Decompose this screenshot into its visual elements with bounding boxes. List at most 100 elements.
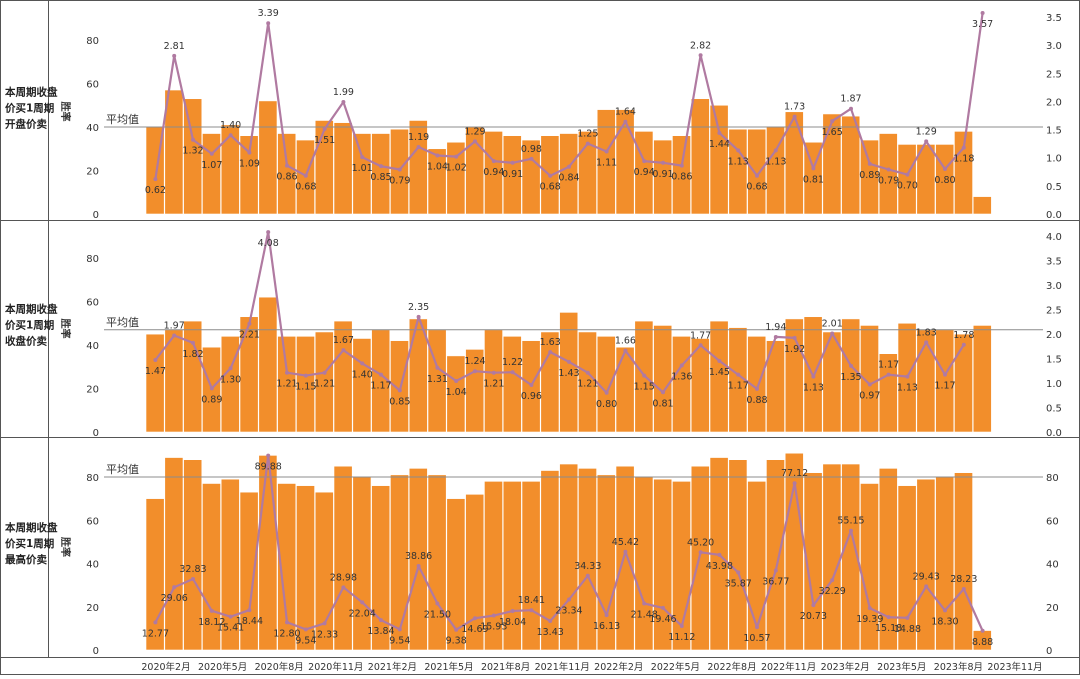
x-tick-label: 2020年8月 — [255, 661, 304, 673]
ratio-point — [341, 585, 346, 590]
left-tick-label: 20 — [86, 385, 99, 396]
win-rate-bar — [728, 327, 748, 433]
win-rate-bar — [333, 122, 353, 215]
ratio-point — [266, 230, 271, 235]
ratio-data-label: 16.13 — [593, 621, 620, 632]
ratio-data-label: 1.02 — [446, 163, 467, 174]
win-rate-bar — [446, 355, 466, 433]
win-rate-bar — [972, 325, 992, 433]
ratio-data-label: 1.67 — [333, 335, 354, 346]
ratio-data-label: 0.97 — [859, 390, 880, 401]
ratio-data-label: 0.62 — [145, 185, 166, 196]
win-rate-bar — [164, 457, 184, 651]
ratio-point — [567, 164, 571, 169]
ratio-data-label: 1.30 — [220, 374, 241, 385]
ratio-data-label: 12.77 — [142, 628, 169, 639]
ratio-data-label: 29.43 — [913, 571, 940, 582]
ratio-point — [585, 573, 590, 578]
row-label-line: 收盘价卖 — [5, 335, 47, 348]
ratio-data-label: 0.68 — [746, 182, 767, 193]
win-rate-bar — [559, 463, 579, 651]
win-rate-bar — [277, 133, 297, 215]
ratio-point — [773, 334, 778, 339]
ratio-data-label: 1.99 — [333, 87, 354, 98]
ratio-data-label: 1.83 — [916, 327, 937, 338]
ratio-data-label: 11.12 — [668, 632, 695, 643]
win-rate-bar — [916, 478, 936, 651]
ratio-point — [679, 363, 684, 368]
win-rate-bar — [145, 498, 165, 651]
right-tick-label: 40 — [1046, 560, 1059, 571]
ratio-data-label: 2.82 — [690, 40, 711, 51]
ratio-data-label: 4.08 — [258, 238, 279, 249]
ratio-point — [867, 606, 872, 611]
ratio-point — [379, 372, 383, 377]
ratio-data-label: 45.20 — [687, 537, 714, 548]
ratio-data-label: 1.82 — [182, 349, 203, 360]
win-rate-bar — [803, 472, 823, 651]
ratio-data-label: 1.64 — [615, 107, 636, 118]
right-tick-label: 1.0 — [1046, 154, 1062, 165]
win-rate-bar — [728, 128, 748, 215]
ratio-data-label: 1.21 — [483, 379, 504, 390]
win-rate-bar — [916, 144, 936, 215]
ratio-data-label: 18.12 — [198, 617, 225, 628]
win-rate-bar — [822, 113, 842, 215]
right-tick-label: 0.5 — [1046, 182, 1062, 193]
ratio-data-label: 1.04 — [446, 387, 467, 398]
ratio-data-label: 1.63 — [540, 337, 561, 348]
win-rate-bar — [333, 320, 353, 433]
row-label: 本周期收盘价买1周期开盘价卖 — [5, 86, 58, 131]
ratio-point — [322, 621, 327, 626]
ratio-data-label: 1.40 — [220, 120, 241, 131]
row-label-line: 开盘价卖 — [5, 118, 47, 131]
ratio-point — [567, 597, 571, 602]
x-tick-label: 2022年2月 — [594, 661, 643, 673]
ratio-point — [736, 148, 741, 153]
right-tick-label: 20 — [1046, 603, 1059, 614]
ratio-point — [191, 137, 195, 142]
ratio-data-label: 32.83 — [179, 564, 206, 575]
ratio-data-label: 18.44 — [236, 616, 263, 627]
ratio-point — [642, 159, 647, 164]
win-rate-bar — [314, 331, 334, 433]
ratio-data-label: 43.98 — [706, 561, 733, 572]
ratio-data-label: 22.04 — [349, 608, 376, 619]
win-rate-bar — [239, 135, 259, 215]
right-tick-label: 0.5 — [1046, 404, 1062, 415]
ratio-data-label: 1.35 — [840, 372, 861, 383]
right-tick-label: 2.5 — [1046, 69, 1062, 80]
win-rate-bar — [277, 483, 297, 651]
ratio-point — [717, 358, 722, 363]
ratio-point — [435, 601, 440, 606]
ratio-point — [397, 627, 402, 632]
ratio-point — [303, 627, 308, 632]
ratio-data-label: 2.81 — [164, 41, 185, 52]
left-axis-title: 胜率 — [59, 536, 72, 557]
ratio-data-label: 0.86 — [276, 172, 297, 183]
left-tick-label: 80 — [86, 473, 99, 484]
ratio-point — [886, 372, 891, 377]
ratio-data-label: 1.36 — [671, 371, 692, 382]
ratio-data-label: 0.89 — [859, 170, 880, 181]
ratio-point — [661, 390, 665, 395]
ratio-data-label: 18.41 — [518, 595, 545, 606]
ratio-point — [266, 21, 271, 26]
x-tick-label: 2023年8月 — [934, 661, 983, 673]
ratio-point — [454, 379, 459, 384]
ratio-point — [623, 549, 628, 554]
ratio-data-label: 0.98 — [521, 144, 542, 155]
ratio-data-label: 1.17 — [728, 381, 749, 392]
ratio-data-label: 1.24 — [464, 356, 485, 367]
win-rate-bar — [728, 459, 748, 651]
win-rate-bar — [747, 335, 767, 433]
ratio-data-label: 18.04 — [499, 617, 526, 628]
ratio-point — [548, 173, 553, 178]
win-rate-bar — [484, 131, 503, 215]
x-tick-label: 2020年2月 — [141, 661, 190, 673]
ratio-point — [435, 365, 440, 370]
ratio-point — [943, 372, 947, 377]
ratio-point — [604, 149, 609, 154]
right-tick-label: 0.0 — [1046, 428, 1062, 439]
